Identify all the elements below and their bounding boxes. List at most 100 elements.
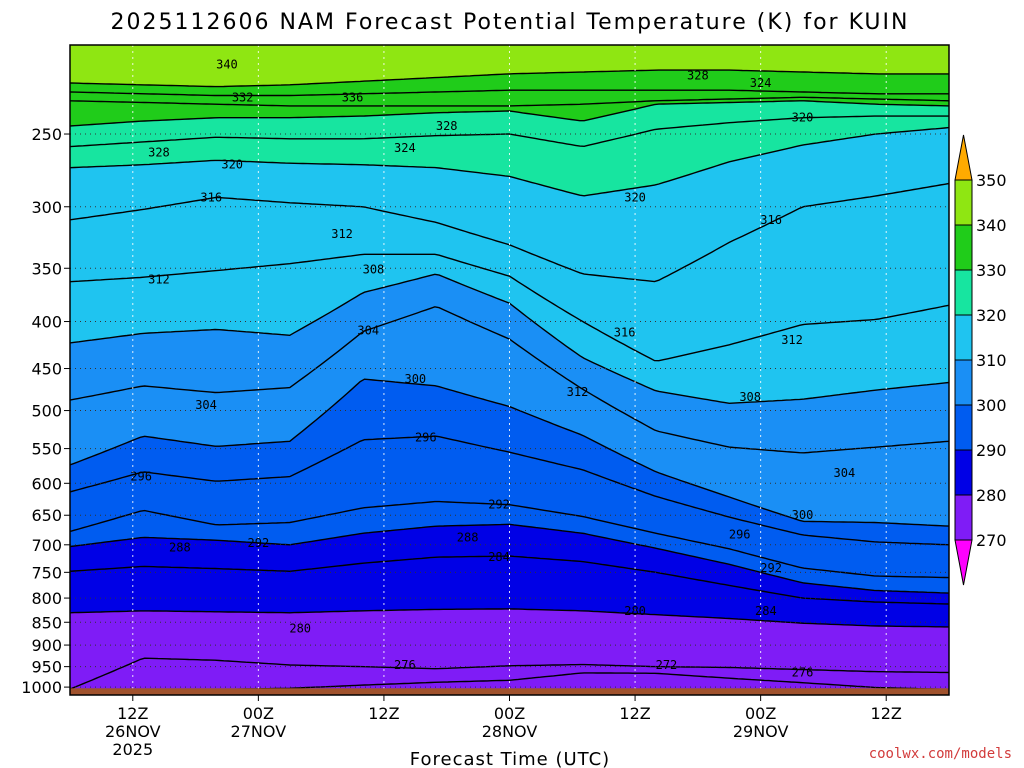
contour-label: 312 <box>781 333 803 347</box>
contour-label: 316 <box>614 325 636 339</box>
y-tick-label: 250 <box>31 125 62 144</box>
contour-label: 312 <box>148 273 170 287</box>
colorbar-swatch <box>954 314 973 361</box>
contour-label: 340 <box>216 57 238 71</box>
contour-label: 304 <box>195 398 217 412</box>
band-below-316 <box>70 183 949 361</box>
x-tick-hour: 12Z <box>871 704 902 723</box>
y-tick-label: 900 <box>31 636 62 655</box>
colorbar-label: 270 <box>976 531 1007 550</box>
x-tick-date: 29NOV <box>733 722 789 741</box>
contour-label: 288 <box>457 530 479 544</box>
contour-label: 292 <box>248 536 270 550</box>
contour-label: 316 <box>200 190 222 204</box>
y-tick-label: 300 <box>31 198 62 217</box>
colorbar-label: 350 <box>976 171 1007 190</box>
contour-label: 296 <box>415 431 437 445</box>
contour-276 <box>70 657 949 690</box>
contour-288 <box>70 523 949 594</box>
x-tick-hour: 00Z <box>745 704 776 723</box>
y-tick-label: 800 <box>31 589 62 608</box>
colorbar-label: 290 <box>976 441 1007 460</box>
contour-label: 312 <box>567 385 589 399</box>
colorbar-swatch <box>954 359 973 406</box>
colorbar-label: 310 <box>976 351 1007 370</box>
contour-292 <box>70 500 949 579</box>
colorbar-top-arrow <box>954 134 973 181</box>
contour-label: 320 <box>221 158 243 172</box>
contour-label: 324 <box>750 76 772 90</box>
colorbar-swatch <box>954 179 973 226</box>
band-below-304 <box>70 306 949 527</box>
contour-label: 312 <box>331 227 353 241</box>
colorbar-swatch <box>954 494 973 541</box>
colorbar-label: 340 <box>976 216 1007 235</box>
y-tick-label: 400 <box>31 313 62 332</box>
x-tick-date: 26NOV <box>105 722 161 741</box>
contour-label: 288 <box>169 541 191 555</box>
contour-label: 276 <box>394 658 416 672</box>
band-below-276 <box>70 658 949 690</box>
colorbar-swatch <box>954 404 973 451</box>
contour-label: 280 <box>624 604 646 618</box>
band-below-280 <box>70 608 949 690</box>
x-tick-hour: 00Z <box>243 704 274 723</box>
x-tick-hour: 12Z <box>117 704 148 723</box>
y-tick-label: 950 <box>31 658 62 677</box>
contour-label: 328 <box>436 119 458 133</box>
ground-surface <box>70 688 949 695</box>
band-below-308 <box>70 274 949 453</box>
band-below-300 <box>70 379 949 545</box>
colorbar-bottom-arrow <box>954 539 973 586</box>
filled-bands <box>70 45 949 695</box>
contour-296 <box>70 435 949 546</box>
y-tick-label: 450 <box>31 360 62 379</box>
contour-320 <box>70 126 949 197</box>
colorbar-swatch <box>954 224 973 271</box>
colorbar-label: 300 <box>976 396 1007 415</box>
contour-312 <box>70 253 949 362</box>
x-tick-hour: 12Z <box>368 704 399 723</box>
contour-label: 332 <box>232 90 254 104</box>
contour-label: 284 <box>755 604 777 618</box>
x-tick-year: 2025 <box>112 740 153 759</box>
contour-label: 308 <box>363 262 385 276</box>
contour-label: 300 <box>404 372 426 386</box>
x-tick-date: 27NOV <box>231 722 287 741</box>
contour-324 <box>70 115 949 148</box>
y-tick-label: 850 <box>31 613 62 632</box>
contour-label: 304 <box>357 323 379 337</box>
y-tick-label: 500 <box>31 402 62 421</box>
contour-label: 300 <box>792 508 814 522</box>
colorbar-swatch <box>954 269 973 316</box>
colorbar: 350 340 330 320 310 300 290 280 270 <box>954 134 1007 586</box>
y-tick-label: 750 <box>31 563 62 582</box>
y-tick-label: 600 <box>31 474 62 493</box>
x-tick-hour: 12Z <box>619 704 650 723</box>
contour-280 <box>70 608 949 628</box>
contour-label: 336 <box>342 90 364 104</box>
y-tick-label: 1000 <box>21 678 62 697</box>
contour-label: 272 <box>656 658 678 672</box>
contour-label: 316 <box>760 213 782 227</box>
colorbar-label: 320 <box>976 306 1007 325</box>
x-tick-hour: 00Z <box>494 704 525 723</box>
contour-label: 320 <box>624 190 646 204</box>
contour-label: 292 <box>488 498 510 512</box>
contour-label: 276 <box>792 665 814 679</box>
band-below-324 <box>70 116 949 196</box>
band-below-312 <box>70 254 949 404</box>
contour-label: 308 <box>739 390 761 404</box>
contour-336 <box>70 89 949 97</box>
band-below-332 <box>70 97 949 126</box>
x-axis-title: Forecast Time (UTC) <box>410 749 610 768</box>
y-tick-label: 700 <box>31 536 62 555</box>
colorbar-label: 330 <box>976 261 1007 280</box>
grid-lines <box>70 45 949 695</box>
contour-label: 280 <box>289 621 311 635</box>
band-below-296 <box>70 436 949 578</box>
plot-area: 340 336 332 328 328 328 324 324 320 320 320 316 316 3… <box>70 45 949 695</box>
contour-label: 304 <box>834 466 856 480</box>
